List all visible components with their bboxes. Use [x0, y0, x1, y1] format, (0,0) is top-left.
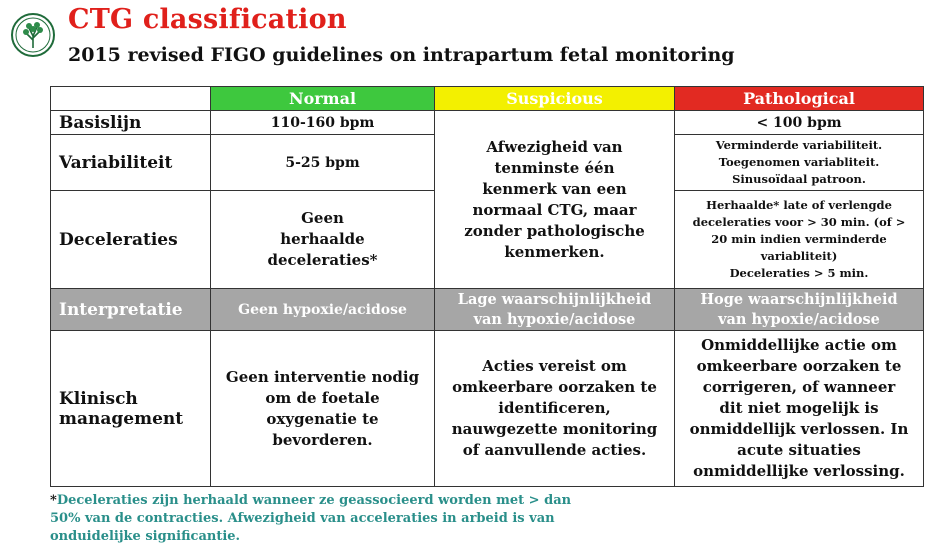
- variabiliteit-path-line: Verminderde variabiliteit.: [715, 138, 883, 152]
- label-basislijn: Basislijn: [50, 110, 211, 135]
- header-row: Normal Suspicious Pathological: [50, 86, 924, 111]
- interpretatie-susp-line: Lage waarschijnlijkheid: [457, 290, 652, 308]
- deceleraties-normal-line: herhaalde: [280, 230, 365, 248]
- interpretatie-suspicious: Lage waarschijnlijkheid van hypoxie/acid…: [434, 288, 675, 331]
- variabiliteit-pathological: Verminderde variabiliteit. Toegenomen va…: [674, 134, 924, 191]
- ctg-table: Normal Suspicious Pathological Basislijn…: [50, 86, 924, 487]
- klinisch-path-line: corrigeren, of wanneer: [702, 378, 896, 396]
- row-interpretatie: Interpretatie Geen hypoxie/acidose Lage …: [50, 288, 924, 331]
- interpretatie-pathological: Hoge waarschijnlijkheid van hypoxie/acid…: [674, 288, 924, 331]
- interpretatie-path-line: van hypoxie/acidose: [718, 310, 880, 328]
- suspicious-line: tenminste één: [494, 158, 615, 177]
- suspicious-line: kenmerken.: [504, 242, 605, 261]
- deceleraties-pathological: Herhaalde* late of verlengde deceleratie…: [674, 190, 924, 289]
- klinisch-susp-line: omkeerbare oorzaken te: [452, 378, 657, 396]
- klinisch-normal: Geen interventie nodig om de foetale oxy…: [210, 330, 435, 487]
- header-suspicious: Suspicious: [434, 86, 675, 111]
- klinisch-normal-line: oxygenatie te: [266, 409, 379, 428]
- deceleraties-normal-line: deceleraties*: [267, 251, 378, 269]
- interpretatie-normal: Geen hypoxie/acidose: [210, 288, 435, 331]
- deceleraties-path-line: Herhaalde* late of verlengde: [706, 198, 892, 212]
- footnote: *Deceleraties zijn herhaald wanneer ze g…: [50, 492, 610, 546]
- klinisch-path-line: acute situaties: [737, 441, 861, 459]
- deceleraties-path-line: deceleraties voor > 30 min. (of >: [692, 215, 906, 229]
- page-subtitle: 2015 revised FIGO guidelines on intrapar…: [68, 44, 735, 66]
- klinisch-path-line: onmiddellijk verlossen. In: [689, 420, 909, 438]
- klinisch-susp-line: of aanvullende acties.: [462, 441, 647, 459]
- suspicious-line: kenmerk van een: [482, 179, 627, 198]
- row-variabiliteit: Variabiliteit 5-25 bpm Verminderde varia…: [50, 134, 924, 191]
- row-deceleraties: Deceleraties Geen herhaalde deceleraties…: [50, 190, 924, 289]
- header-normal: Normal: [210, 86, 435, 111]
- deceleraties-path-line: variabliteit): [760, 249, 838, 263]
- suspicious-line: Afwezigheid van: [486, 137, 623, 156]
- suspicious-line: normaal CTG, maar: [472, 200, 637, 219]
- interpretatie-susp-line: van hypoxie/acidose: [473, 310, 636, 328]
- klinisch-path-line: dit niet mogelijk is: [719, 399, 879, 417]
- row-klinisch-management: Klinisch management Geen interventie nod…: [50, 330, 924, 487]
- klinisch-path-line: onmiddellijke verlossing.: [693, 462, 905, 480]
- footnote-line: 50% van de contracties. Afwezigheid van …: [50, 511, 555, 526]
- suspicious-criteria: Afwezigheid van tenminste één kenmerk va…: [434, 110, 675, 289]
- variabiliteit-normal: 5-25 bpm: [210, 134, 435, 191]
- basislijn-pathological: < 100 bpm: [674, 110, 924, 135]
- header-pathological: Pathological: [674, 86, 924, 111]
- klinisch-normal-line: bevorderen.: [272, 430, 373, 449]
- klinisch-suspicious: Acties vereist om omkeerbare oorzaken te…: [434, 330, 675, 487]
- label-klinisch-management: Klinisch management: [50, 330, 211, 487]
- deceleraties-path-line: Deceleraties > 5 min.: [729, 266, 869, 280]
- variabiliteit-path-line: Toegenomen variabliteit.: [718, 155, 880, 169]
- label-deceleraties: Deceleraties: [50, 190, 211, 289]
- footnote-star: *: [50, 493, 57, 508]
- klinisch-susp-line: nauwgezette monitoring: [451, 420, 658, 438]
- label-variabiliteit: Variabiliteit: [50, 134, 211, 191]
- klinisch-normal-line: om de foetale: [265, 388, 380, 407]
- klinisch-path-line: Onmiddellijke actie om: [701, 336, 897, 354]
- klinisch-normal-line: Geen interventie nodig: [225, 367, 420, 386]
- klinisch-pathological: Onmiddellijke actie om omkeerbare oorzak…: [674, 330, 924, 487]
- tree-logo-icon: [11, 13, 55, 57]
- variabiliteit-path-line: Sinusoïdaal patroon.: [732, 172, 866, 186]
- page-title: CTG classification: [68, 4, 347, 35]
- footnote-line: Deceleraties zijn herhaald wanneer ze ge…: [56, 493, 572, 508]
- klinisch-susp-line: Acties vereist om: [482, 357, 627, 375]
- deceleraties-path-line: 20 min indien verminderde: [711, 232, 887, 246]
- basislijn-normal: 110-160 bpm: [210, 110, 435, 135]
- klinisch-path-line: omkeerbare oorzaken te: [696, 357, 902, 375]
- header-blank-cell: [50, 86, 211, 111]
- label-interpretatie: Interpretatie: [50, 288, 211, 331]
- klinisch-susp-line: identificeren,: [498, 399, 611, 417]
- footnote-line: onduidelijke significantie.: [50, 529, 241, 544]
- label-klinisch-line: management: [59, 408, 184, 429]
- label-klinisch-line: Klinisch: [59, 388, 138, 409]
- deceleraties-normal-line: Geen: [301, 209, 344, 227]
- deceleraties-normal: Geen herhaalde deceleraties*: [210, 190, 435, 289]
- suspicious-line: zonder pathologische: [464, 221, 645, 240]
- row-basislijn: Basislijn 110-160 bpm Afwezigheid van te…: [50, 110, 924, 289]
- interpretatie-path-line: Hoge waarschijnlijkheid: [700, 290, 898, 308]
